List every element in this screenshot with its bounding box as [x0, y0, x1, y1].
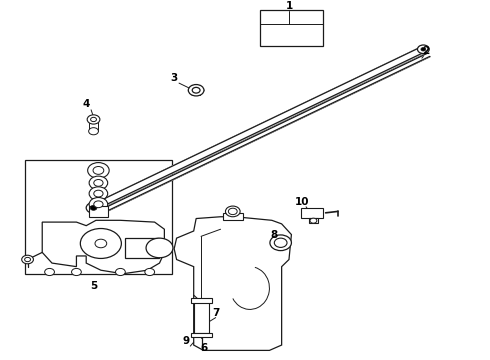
Circle shape — [225, 206, 240, 217]
Circle shape — [145, 269, 155, 275]
Circle shape — [95, 239, 107, 248]
Circle shape — [94, 190, 103, 197]
Text: 4: 4 — [82, 99, 90, 109]
Circle shape — [188, 85, 204, 96]
Circle shape — [22, 255, 33, 264]
Bar — [194, 302, 209, 333]
Circle shape — [89, 198, 108, 211]
Bar — [89, 121, 98, 131]
Circle shape — [93, 167, 104, 174]
Polygon shape — [42, 220, 164, 274]
Circle shape — [87, 115, 100, 124]
Circle shape — [417, 45, 429, 54]
Bar — [301, 208, 323, 218]
Circle shape — [89, 176, 108, 190]
Text: 5: 5 — [90, 281, 97, 291]
Text: 3: 3 — [171, 73, 178, 83]
Circle shape — [91, 117, 97, 122]
Bar — [260, 10, 323, 46]
Circle shape — [72, 269, 81, 275]
Circle shape — [94, 180, 103, 186]
Circle shape — [80, 229, 122, 258]
Circle shape — [421, 48, 426, 51]
Polygon shape — [174, 217, 292, 350]
Text: 9: 9 — [183, 337, 190, 346]
Circle shape — [94, 201, 103, 208]
Bar — [223, 213, 243, 220]
Circle shape — [45, 269, 54, 275]
Circle shape — [270, 235, 292, 251]
Circle shape — [89, 187, 108, 201]
Circle shape — [274, 238, 287, 247]
Bar — [191, 333, 212, 337]
Circle shape — [146, 238, 173, 258]
Bar — [191, 298, 212, 303]
Circle shape — [116, 269, 125, 275]
Text: 2: 2 — [422, 46, 429, 56]
Circle shape — [228, 208, 237, 215]
Circle shape — [89, 128, 98, 135]
Circle shape — [86, 202, 101, 213]
Text: 8: 8 — [270, 230, 278, 239]
Circle shape — [88, 163, 109, 178]
Bar — [125, 238, 159, 258]
Polygon shape — [93, 53, 430, 217]
Circle shape — [310, 218, 317, 223]
Bar — [89, 206, 108, 217]
Circle shape — [24, 257, 30, 262]
Text: 10: 10 — [295, 197, 309, 207]
Text: 6: 6 — [200, 343, 208, 353]
Text: 7: 7 — [212, 308, 220, 318]
Bar — [25, 160, 172, 274]
Bar — [309, 218, 318, 223]
Circle shape — [90, 205, 97, 210]
Polygon shape — [87, 47, 425, 212]
Text: 1: 1 — [285, 1, 293, 12]
Circle shape — [192, 87, 200, 93]
